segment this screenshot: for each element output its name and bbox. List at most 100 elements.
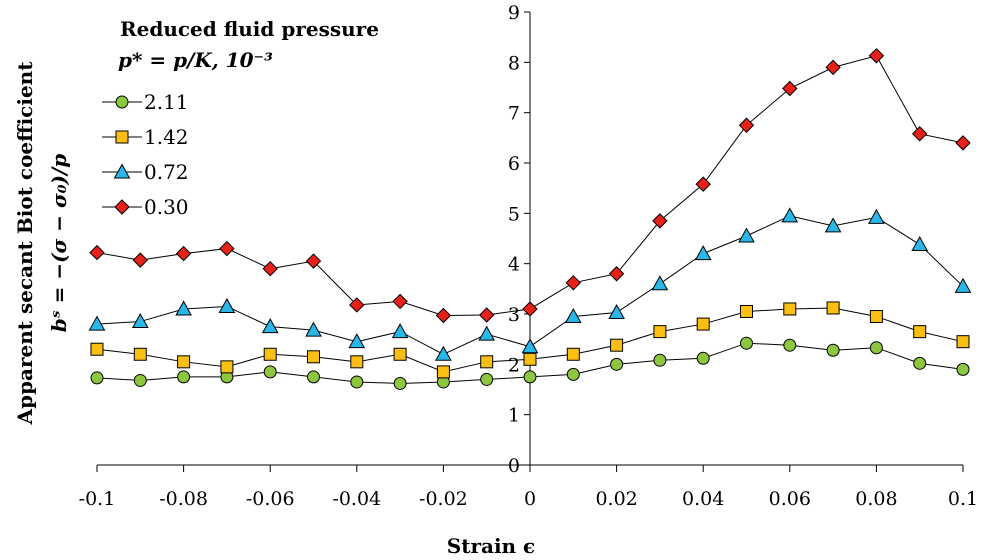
data-point [610, 338, 624, 352]
data-point [824, 217, 842, 233]
data-point [393, 347, 407, 361]
data-point [307, 370, 320, 384]
data-point [783, 338, 797, 352]
data-point [523, 352, 537, 366]
data-point [218, 297, 236, 313]
data-point [955, 135, 971, 151]
data-point [695, 176, 711, 192]
data-point [522, 301, 538, 317]
data-point [565, 275, 582, 291]
data-point [219, 240, 235, 257]
data-point [868, 208, 885, 224]
data-point [738, 117, 755, 133]
legend: Reduced fluid pressure p* = p/K, 10⁻³ 2.… [102, 17, 379, 219]
x-axis-title: Strain ϵ [447, 534, 535, 558]
y-tick-label: 3 [508, 304, 520, 326]
data-point [653, 353, 667, 367]
data-point [261, 318, 279, 334]
data-point [350, 375, 364, 389]
data-point [348, 333, 366, 349]
series-diamond [89, 48, 971, 324]
data-point [694, 245, 712, 261]
data-point [349, 297, 365, 313]
data-point [263, 347, 277, 361]
data-point [566, 367, 580, 381]
x-tick-label: 0.06 [769, 488, 811, 510]
data-point [826, 343, 840, 357]
x-tick-label: 0.02 [595, 488, 637, 510]
legend-label: 2.11 [144, 90, 189, 114]
data-point [564, 307, 582, 324]
data-point [740, 336, 753, 350]
data-point [478, 307, 495, 323]
data-point [175, 245, 192, 262]
series-square [90, 301, 970, 379]
data-point [782, 80, 798, 97]
y-tick-label: 6 [508, 153, 520, 175]
data-point [133, 373, 147, 387]
data-point [305, 253, 322, 269]
data-point [956, 335, 970, 349]
data-point [738, 227, 755, 243]
data-point [392, 293, 408, 310]
data-point [132, 252, 149, 268]
y-tick-label: 5 [508, 203, 520, 225]
legend-item: 0.72 [102, 160, 189, 184]
data-point [480, 372, 494, 386]
data-point [220, 360, 234, 374]
data-point [566, 347, 580, 361]
data-point [651, 275, 669, 291]
data-point [90, 342, 104, 356]
data-point [435, 345, 452, 361]
series-circle [90, 336, 970, 390]
data-point [262, 260, 278, 277]
legend-title-line1: Reduced fluid pressure [120, 17, 379, 41]
y-tick-label: 8 [508, 52, 520, 74]
legend-label: 0.72 [144, 160, 189, 184]
legend-title-line2: p* = p/K, 10⁻³ [118, 48, 273, 72]
legend-marker [113, 163, 131, 179]
data-point [610, 357, 624, 371]
x-tick-label: -0.1 [79, 488, 116, 510]
x-tick-label: 0.04 [682, 488, 724, 510]
data-point [175, 300, 192, 316]
x-tick-label: -0.08 [159, 488, 208, 510]
data-point [435, 307, 452, 324]
data-point [521, 338, 539, 354]
data-point [653, 325, 667, 339]
y-tick-label: 1 [508, 405, 520, 427]
x-tick-label: -0.02 [419, 488, 468, 510]
data-point [608, 303, 625, 319]
data-point [133, 347, 147, 361]
data-point [177, 370, 191, 384]
data-point [696, 317, 710, 331]
legend-marker [114, 199, 130, 215]
data-point [652, 213, 668, 229]
data-point [869, 310, 883, 324]
data-point [523, 370, 537, 384]
data-point [913, 356, 927, 370]
series-triangle [88, 207, 972, 361]
legend-item: 1.42 [102, 125, 189, 149]
y-tick-label: 0 [508, 455, 520, 477]
data-point [350, 355, 364, 369]
legend-item: 0.30 [102, 195, 189, 219]
data-point [88, 315, 106, 331]
x-tick-label: -0.04 [332, 488, 381, 510]
data-point [436, 365, 450, 379]
legend-item: 2.11 [102, 90, 189, 114]
data-point [954, 277, 972, 293]
y-axis-title-line2: bˢ = −(σ − σ₀)/p [47, 154, 71, 332]
data-point [783, 302, 797, 316]
data-point [826, 301, 840, 315]
data-point [263, 365, 277, 379]
data-point [740, 304, 753, 318]
legend-marker [115, 130, 129, 144]
data-point [608, 266, 625, 282]
data-point [913, 325, 927, 339]
data-point [781, 207, 799, 223]
legend-label: 0.30 [144, 195, 189, 219]
axes: -0.1 -0.08 -0.06 -0.04 -0.02 0 0.02 0.04 0.06 0.0… [79, 2, 978, 510]
data-point [478, 325, 496, 341]
